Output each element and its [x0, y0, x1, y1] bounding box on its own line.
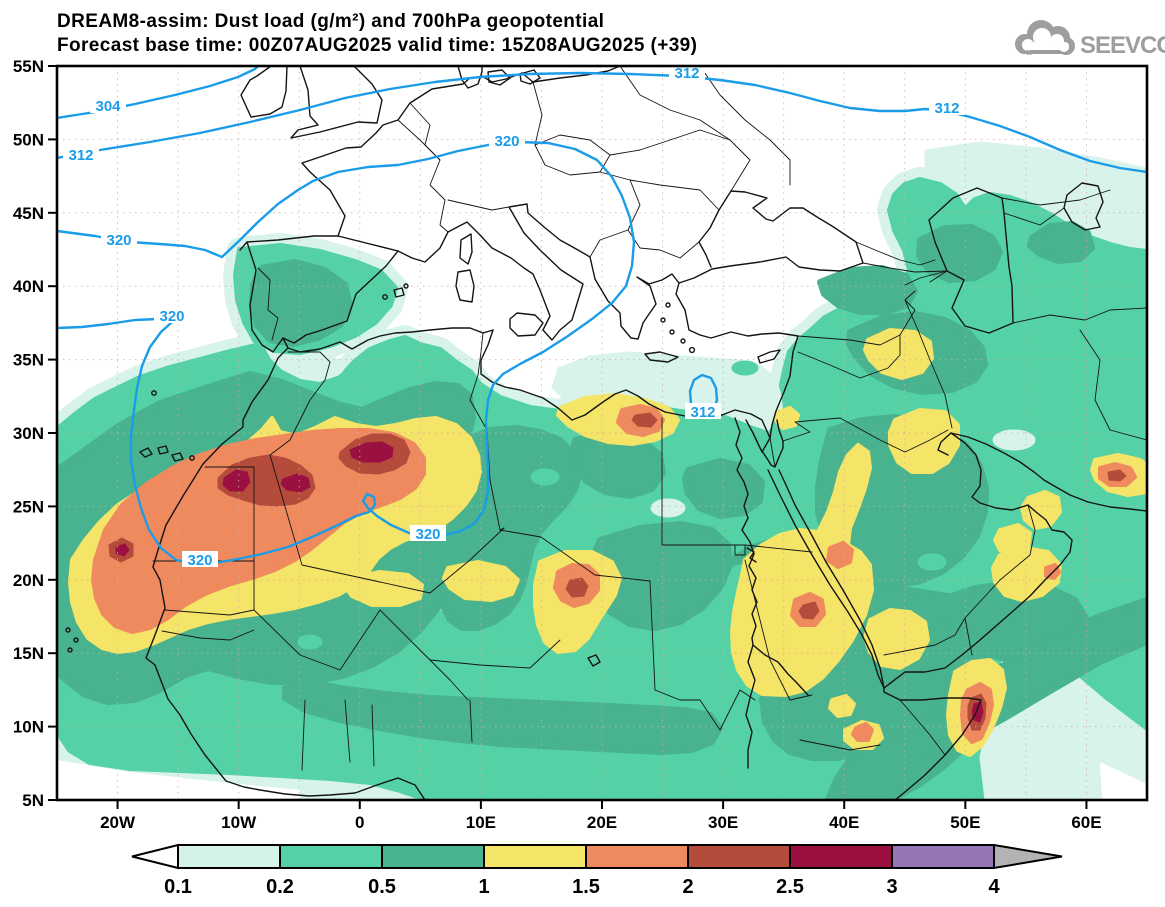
contour-label: 312 — [934, 100, 959, 117]
map-subtitle-forecast-times: Forecast base time: 00Z07AUG2025 valid t… — [57, 35, 697, 56]
colorbar-tick-label: 0.2 — [266, 876, 294, 898]
contour-label: 320 — [159, 308, 184, 325]
dust-level-2 — [108, 412, 1127, 731]
lon-axis-label: 60E — [1071, 813, 1101, 832]
lat-axis-label: 20N — [13, 571, 44, 590]
colorbar-left-arrow — [131, 843, 179, 870]
lat-axis-label: 5N — [22, 791, 44, 810]
colorbar-tick-label: 0.5 — [368, 876, 396, 898]
contour-320-long — [57, 140, 636, 566]
colorbar-cell — [891, 844, 995, 869]
colorbar-tick-label: 4 — [988, 876, 1000, 898]
colorbar-cell — [381, 844, 485, 869]
graticule — [57, 66, 1147, 800]
lat-axis-label: 55N — [13, 57, 44, 76]
contour-label: 320 — [106, 232, 131, 249]
lon-axis-label: 20E — [587, 813, 617, 832]
seevccc-logo: » SEEVCCC — [1015, 20, 1165, 59]
colorbar-tick-label: 0.1 — [164, 876, 192, 898]
lat-axis-label: 40N — [13, 277, 44, 296]
colorbar-tick-label: 1.5 — [572, 876, 600, 898]
lat-axis-label: 30N — [13, 424, 44, 443]
country-borders — [152, 66, 1147, 771]
contour-label: 312 — [690, 404, 715, 421]
lon-axis-label: 0 — [355, 813, 364, 832]
contour-label: 320 — [415, 526, 440, 543]
map-plot-area — [57, 66, 1147, 800]
dust-level-0.2-pockets — [297, 360, 947, 650]
colorbar-cell — [585, 844, 689, 869]
lat-axis-label: 15N — [13, 644, 44, 663]
lon-axis-label: 10E — [466, 813, 496, 832]
lon-axis-label: 50E — [950, 813, 980, 832]
contour-labels: 304 312 320 312 312 320 320 320 320 312 — [63, 64, 965, 569]
colorbar-tick-label: 3 — [886, 876, 897, 898]
logo-text: SEEVCCC — [1080, 32, 1165, 59]
lat-axis-label: 25N — [13, 497, 44, 516]
colorbar-cell — [687, 844, 791, 869]
lat-axis-label: 35N — [13, 351, 44, 370]
lat-axis-label: 50N — [13, 130, 44, 149]
lon-axis-label: 10W — [221, 813, 257, 832]
axes: 55N 50N 45N 40N 35N 30N 25N 20N 15N 10N 5N 20W 10W 0 1… — [13, 57, 1102, 832]
lat-axis-label: 10N — [13, 718, 44, 737]
lat-axis-label: 45N — [13, 204, 44, 223]
colorbar-cell — [177, 844, 281, 869]
contour-label: 304 — [95, 98, 121, 115]
colorbar-tick-label: 2 — [682, 876, 693, 898]
map-title: DREAM8-assim: Dust load (g/m²) and 700hP… — [57, 11, 604, 32]
colorbar-cell — [789, 844, 893, 869]
lon-axis-label: 30E — [708, 813, 738, 832]
sea-white-bottom-right — [1100, 762, 1147, 800]
colorbar-tick-label: 1 — [478, 876, 489, 898]
colorbar-right-arrow — [993, 843, 1063, 870]
lon-axis-label: 40E — [829, 813, 859, 832]
dust-load-colorbar: 0.1 0.2 0.5 1 1.5 2 2.5 3 4 — [131, 843, 1063, 898]
colorbar-cell — [483, 844, 587, 869]
lon-axis-label: 20W — [100, 813, 136, 832]
contour-label: 312 — [68, 147, 93, 164]
contour-label: 320 — [187, 552, 212, 569]
svg-text:»: » — [1026, 44, 1033, 59]
contour-label: 312 — [674, 65, 699, 82]
contour-312-long — [57, 71, 1147, 174]
colorbar-tick-label: 2.5 — [776, 876, 804, 898]
colorbar-cell — [279, 844, 383, 869]
contour-label: 320 — [494, 133, 519, 150]
dust-level-1.5 — [91, 404, 1137, 744]
cloud-icon: » — [1015, 20, 1075, 59]
